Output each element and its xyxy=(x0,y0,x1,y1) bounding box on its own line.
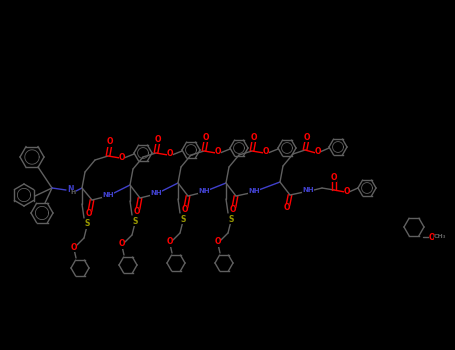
Text: O: O xyxy=(86,210,92,218)
Text: S: S xyxy=(228,215,234,224)
Text: H: H xyxy=(71,189,76,195)
Text: S: S xyxy=(84,219,90,229)
Text: NH: NH xyxy=(248,188,260,194)
Text: O: O xyxy=(230,205,236,215)
Text: NH: NH xyxy=(198,188,210,194)
Text: O: O xyxy=(284,203,290,212)
Text: N: N xyxy=(67,186,73,195)
Text: S: S xyxy=(180,215,186,224)
Text: O: O xyxy=(182,205,188,215)
Text: NH: NH xyxy=(302,187,314,193)
Text: S: S xyxy=(132,217,138,225)
Text: O: O xyxy=(344,188,350,196)
Text: O: O xyxy=(215,147,221,156)
Text: NH: NH xyxy=(102,192,114,198)
Text: O: O xyxy=(167,149,173,159)
Text: O: O xyxy=(429,232,435,241)
Text: O: O xyxy=(119,153,125,161)
Text: O: O xyxy=(119,239,125,248)
Text: NH: NH xyxy=(150,190,162,196)
Text: O: O xyxy=(215,238,221,246)
Text: O: O xyxy=(315,147,321,156)
Text: O: O xyxy=(167,238,173,246)
Text: O: O xyxy=(155,134,161,144)
Text: O: O xyxy=(251,133,257,141)
Text: O: O xyxy=(71,243,77,252)
Text: O: O xyxy=(203,133,209,141)
Text: O: O xyxy=(263,147,269,156)
Text: O: O xyxy=(107,138,113,147)
Text: O: O xyxy=(304,133,310,141)
Text: O: O xyxy=(331,173,337,182)
Text: CH₃: CH₃ xyxy=(434,234,446,239)
Text: O: O xyxy=(134,208,140,217)
